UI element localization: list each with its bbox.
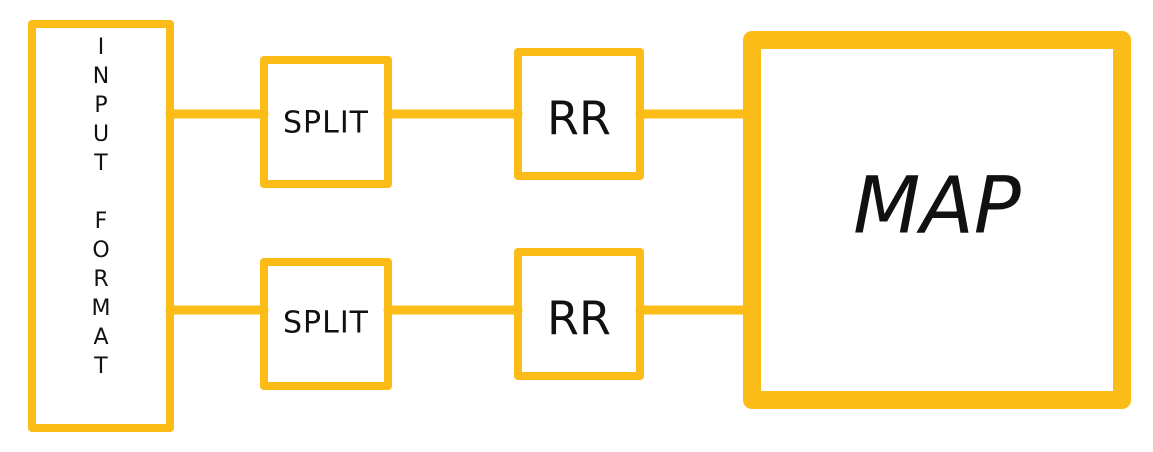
split-bottom-label: SPLIT	[283, 306, 369, 341]
split-top-node: SPLIT	[260, 56, 392, 188]
rr-top-label: RR	[547, 92, 611, 146]
edges	[165, 109, 757, 315]
split-top-box	[260, 56, 392, 188]
input-format-letter: N	[93, 64, 109, 89]
input-format-letter: U	[93, 122, 109, 147]
input-format-box	[28, 20, 174, 432]
split-bottom-box	[260, 258, 392, 390]
map-box	[743, 31, 1131, 409]
rr-bottom-node: RR	[514, 248, 644, 380]
input-format-letter: R	[93, 267, 108, 292]
input-format-letter: M	[92, 296, 111, 321]
input-format-letter: A	[93, 325, 108, 350]
input-format-letter: T	[93, 151, 108, 176]
input-format-letter: P	[94, 93, 107, 118]
rr-top-node: RR	[514, 48, 644, 180]
map-label: MAP	[853, 161, 1021, 251]
rr-bottom-box	[514, 248, 644, 380]
input-format-letter: O	[92, 238, 109, 263]
input-format-letter: T	[93, 354, 108, 379]
split-top-label: SPLIT	[283, 106, 369, 141]
input-format-letter: I	[98, 35, 105, 60]
map-node: MAP	[743, 31, 1131, 409]
input-format-letter: F	[95, 209, 108, 234]
rr-bottom-label: RR	[547, 292, 611, 346]
rr-top-box	[514, 48, 644, 180]
split-bottom-node: SPLIT	[260, 258, 392, 390]
